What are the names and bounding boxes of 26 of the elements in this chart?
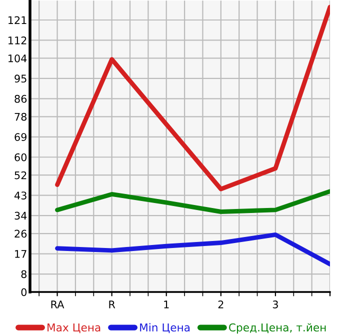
line-series	[55, 189, 330, 214]
legend-label: Max Цена	[48, 323, 100, 334]
x-tick-label: R	[109, 300, 116, 308]
y-tick-label: 26	[14, 230, 27, 238]
y-tick-label: 34	[14, 212, 27, 220]
x-tick-label: 3	[272, 300, 278, 308]
y-tick-label: 104	[8, 54, 27, 62]
x-tick-label: 1	[164, 300, 169, 308]
y-tick-label: 8	[21, 270, 27, 278]
legend-label: Сред.Цена, т.йен	[229, 323, 326, 334]
y-tick-label: 52	[14, 171, 26, 180]
line-series	[55, 4, 330, 192]
x-tick-label: RA	[51, 300, 64, 308]
y-tick-label: 0	[21, 288, 27, 296]
y-tick-label: 78	[14, 112, 27, 121]
y-tick-label: 95	[14, 74, 26, 83]
x-tick-label: 2	[218, 300, 224, 308]
y-tick-label: 60	[14, 153, 27, 162]
y-tick-label: 121	[8, 16, 26, 24]
y-tick-label: 112	[8, 36, 26, 44]
legend-label: Min Цена	[140, 323, 190, 334]
line-series	[55, 232, 330, 266]
y-tick-label: 86	[14, 94, 27, 103]
y-tick-label: 17	[15, 250, 26, 258]
y-tick-label: 43	[14, 192, 26, 200]
y-tick-label: 69	[14, 133, 26, 141]
